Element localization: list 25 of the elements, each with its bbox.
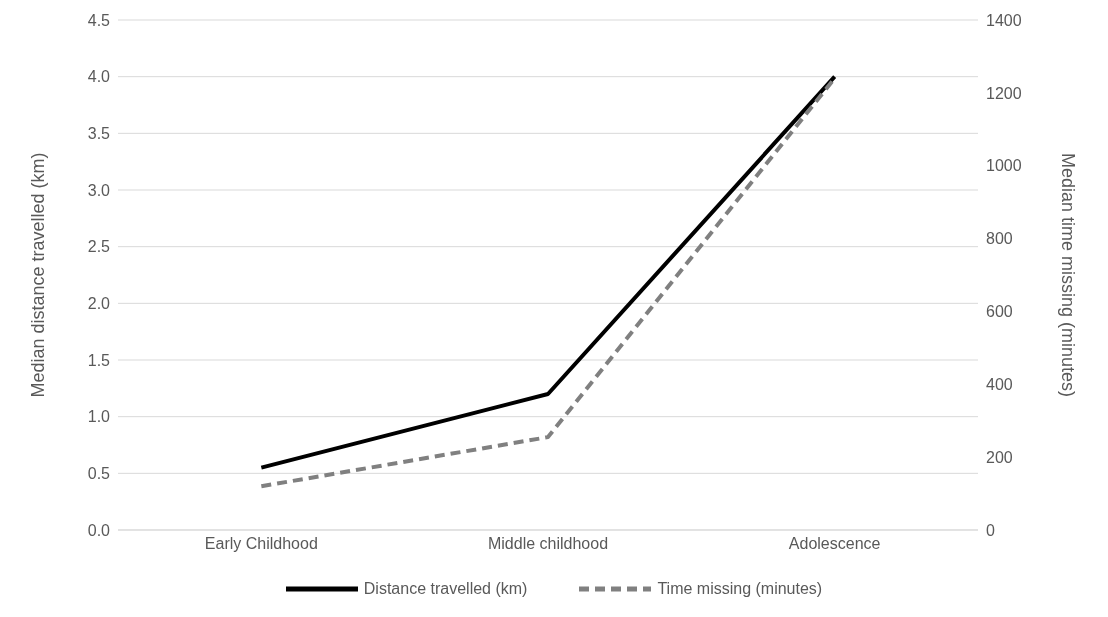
y-tick-label: 3.5	[87, 125, 111, 143]
y-tick-label: 3.0	[87, 181, 111, 199]
y2-tick-label: 1400	[986, 11, 1022, 29]
y-tick-label: 1.0	[87, 408, 111, 426]
y-tick-label: 2.0	[87, 295, 111, 313]
y2-axis-title: Median time missing (minutes)	[1057, 152, 1078, 398]
y-tick-label: 0.0	[87, 521, 111, 539]
y2-tick-label: 1000	[986, 157, 1022, 175]
y-tick-label: 0.5	[87, 465, 111, 483]
y-axis-title: Median distance travelled (km)	[28, 152, 49, 398]
y-tick-label: 4.5	[87, 11, 111, 29]
y2-tick-label: 0	[986, 521, 995, 539]
x-tick-label: Early Childhood	[204, 535, 318, 553]
y-tick-label: 1.5	[87, 351, 111, 369]
legend-label: Time missing (minutes)	[657, 580, 823, 598]
legend-label: Distance travelled (km)	[363, 580, 528, 598]
y2-tick-label: 400	[986, 375, 1013, 393]
y2-tick-label: 1200	[986, 84, 1022, 102]
y2-tick-label: 600	[986, 303, 1013, 321]
y2-tick-label: 200	[986, 448, 1013, 466]
x-tick-label: Adolescence	[788, 535, 881, 553]
y2-tick-label: 800	[986, 230, 1013, 248]
x-tick-label: Middle childhood	[487, 535, 609, 553]
y-tick-label: 2.5	[87, 238, 111, 256]
y-tick-label: 4.0	[87, 68, 111, 86]
